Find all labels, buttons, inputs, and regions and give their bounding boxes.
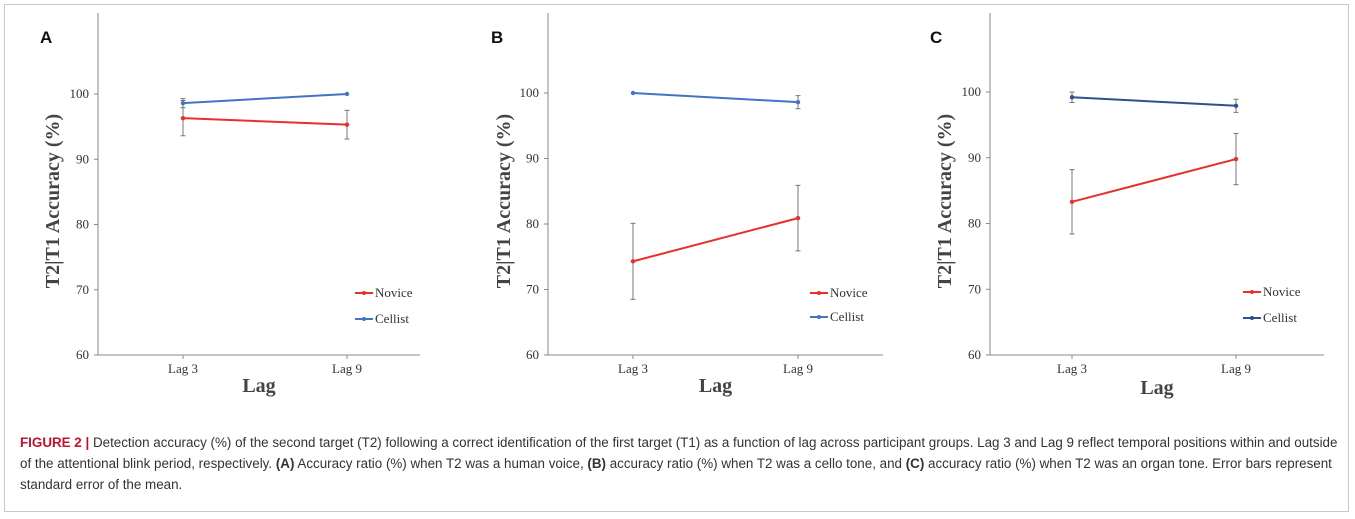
series-line [632,92,799,104]
panel-c: C 60 70 80 90 100 Lag 3 Lag 9 Lag T2|T1 Accuracy … [930,13,1324,399]
y-tick-label: 90 [76,151,89,166]
x-tick-label: Lag 9 [1221,361,1251,376]
data-point [344,122,350,127]
y-tick-label: 70 [968,281,981,296]
series-line [182,93,348,105]
caption-text: Accuracy ratio (%) when T2 was a human v… [294,456,588,471]
x-tick-label: Lag 3 [168,361,198,376]
y-tick-label: 60 [968,347,981,362]
figure-label: FIGURE 2 | [20,435,93,450]
x-axis-title: Lag [1140,377,1173,399]
panel-b: B 60 70 80 90 100 Lag 3 Lag 9 Lag T2|T1 Accuracy … [491,13,883,397]
data-point [180,100,186,106]
figure-caption: FIGURE 2 | Detection accuracy (%) of the… [20,432,1338,495]
y-tick-label: 80 [76,217,89,232]
y-tick-label: 80 [526,216,539,231]
y-tick-label: 90 [968,150,981,165]
series-novice [630,184,801,300]
y-tick-label: 100 [520,85,540,100]
data-point [344,91,350,97]
y-tick-label: 100 [70,86,90,101]
data-point [180,115,186,121]
legend-label: Cellist [375,311,409,326]
caption-text: accuracy ratio (%) when T2 was a cello t… [606,456,906,471]
y-tick-label: 80 [968,216,981,231]
series-line [182,117,348,126]
legend-marker [1250,316,1254,320]
y-tick-label: 70 [76,282,89,297]
series-line [1071,96,1237,107]
caption-text: accuracy ratio (%) when T2 was an organ … [20,456,1332,492]
legend-marker [817,291,821,295]
data-point [1069,95,1075,100]
series-cellist [180,91,350,109]
legend-marker [362,291,366,295]
panel-letter: B [491,28,503,47]
legend-label: Novice [1263,284,1301,299]
data-point [1069,199,1075,205]
legend-marker [817,315,821,319]
legend-marker [362,317,366,321]
y-tick-label: 100 [962,84,982,99]
y-tick-label: 70 [526,282,539,297]
caption-panel-ref: (A) [275,456,295,471]
caption-text: Detection accuracy (%) of the second tar… [20,435,1338,471]
data-point [795,215,801,221]
data-point [1233,103,1239,109]
caption-panel-ref: (C) [905,456,925,471]
legend-label: Novice [830,285,868,300]
y-tick-label: 60 [76,347,89,362]
series-cellist [1069,91,1239,113]
legend-label: Cellist [830,309,864,324]
series-line [632,217,799,263]
y-tick-label: 90 [526,151,539,166]
x-axis-title: Lag [699,375,732,397]
series-line [1071,158,1237,203]
panel-letter: C [930,28,942,47]
series-novice [1069,132,1239,235]
panel-letter: A [40,28,52,47]
y-tick-label: 60 [526,347,539,362]
legend-label: Novice [375,285,413,300]
y-axis-title: T2|T1 Accuracy (%) [493,114,515,288]
x-tick-label: Lag 3 [1057,361,1087,376]
legend-label: Cellist [1263,310,1297,325]
series-cellist [630,90,801,110]
y-axis-title: T2|T1 Accuracy (%) [42,114,64,288]
data-point [1233,156,1239,162]
panel-a: A 60 70 80 90 100 Lag 3 Lag 9 Lag T2|T1 Accuracy … [40,13,420,397]
data-point [795,99,801,105]
x-tick-label: Lag 9 [332,361,362,376]
figure-frame [4,4,1349,512]
caption-panel-ref: (B) [587,456,606,471]
series-novice [180,100,350,140]
y-axis-title: T2|T1 Accuracy (%) [934,114,956,288]
x-tick-label: Lag 9 [783,361,813,376]
legend-marker [1250,290,1254,294]
data-point [630,259,636,264]
x-axis-title: Lag [242,375,275,397]
x-tick-label: Lag 3 [618,361,648,376]
data-point [630,90,636,96]
